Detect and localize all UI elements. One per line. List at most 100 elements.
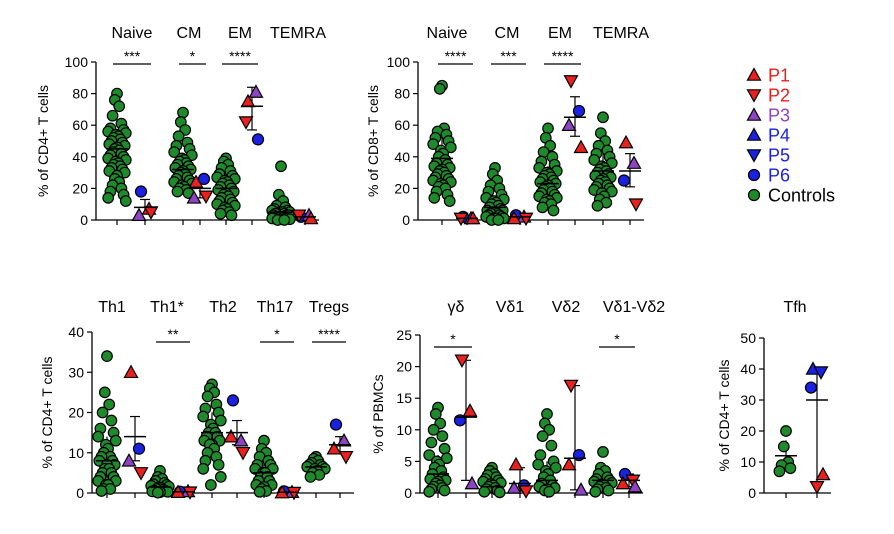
y-tick-label: 20 xyxy=(396,359,412,375)
y-tick-label: 60 xyxy=(394,117,410,133)
legend-item-controls: Controls xyxy=(746,184,886,205)
y-tick-label: 80 xyxy=(72,86,88,102)
patient-point-p3 xyxy=(131,207,147,222)
group-label: γδ xyxy=(448,299,465,316)
y-axis-label: % of CD8+ T cells xyxy=(365,85,381,197)
chart-cd4-helper: 0 10 20 30 40 % of CD4+ T cells Th1 Th1* ** Th2 Th… xyxy=(39,299,354,501)
control-point xyxy=(214,471,227,483)
control-point xyxy=(278,214,291,226)
patient-point-p3 xyxy=(627,478,643,493)
patient-point-p2 xyxy=(454,354,470,369)
control-point xyxy=(253,485,266,498)
y-tick-label: 100 xyxy=(65,54,89,70)
group-Th1*: Th1* ** xyxy=(145,299,198,500)
y-tick-label: 10 xyxy=(396,422,412,438)
patient-point-p2 xyxy=(809,481,825,495)
chart-cd4-subsets: 0 20 40 60 80 100 % of CD4+ T cells Naive *** CM *… xyxy=(35,25,326,228)
control-point xyxy=(536,201,549,214)
group-Th1: Th1 xyxy=(92,299,149,497)
y-tick-label: 10 xyxy=(740,454,756,470)
significance-label: **** xyxy=(318,326,340,342)
patient-point-p6 xyxy=(329,418,343,431)
y-axis-label: % of PBMCs xyxy=(370,374,386,453)
group-Naive: Naive **** xyxy=(427,25,481,227)
y-axis-label: % of CD4+ T cells xyxy=(35,85,51,197)
control-point xyxy=(438,442,451,455)
control-point xyxy=(436,430,449,442)
y-tick-label: 40 xyxy=(68,324,84,340)
y-tick-label: 0 xyxy=(76,485,84,501)
patient-point-p2 xyxy=(235,446,251,461)
patient-point-p2 xyxy=(563,75,579,89)
patient-point-p3 xyxy=(186,190,202,204)
significance-label: **** xyxy=(229,48,251,64)
control-point xyxy=(541,408,553,420)
control-point xyxy=(784,462,797,475)
group-label: Th1 xyxy=(98,299,126,316)
patient-point-p1 xyxy=(303,210,319,225)
y-tick-label: 80 xyxy=(394,86,410,102)
control-point xyxy=(113,100,126,113)
group-label: Th1* xyxy=(150,299,184,316)
y-tick-label: 0 xyxy=(402,212,410,228)
legend-item-p1: P1 xyxy=(746,64,886,85)
control-point xyxy=(201,390,214,403)
control-point xyxy=(773,465,786,478)
legend-item-p3: P3 xyxy=(746,104,886,126)
control-point xyxy=(597,111,609,124)
control-point xyxy=(171,185,184,198)
control-point xyxy=(96,406,109,419)
group-label: Th17 xyxy=(257,299,294,316)
control-point xyxy=(105,414,118,427)
group-label: TEMRA xyxy=(593,25,649,42)
group-tfh xyxy=(773,361,831,495)
control-point xyxy=(602,484,615,497)
control-point xyxy=(92,430,105,443)
patient-point-p6 xyxy=(572,104,586,118)
patient-point-p2 xyxy=(238,116,254,130)
chart-title: Tfh xyxy=(783,299,806,316)
control-point xyxy=(591,199,604,212)
group-CM: CM *** xyxy=(480,25,534,227)
group-label: Naive xyxy=(112,25,153,42)
control-point xyxy=(119,195,132,207)
group-Vδ1-Vδ2: Vδ1-Vδ2 * xyxy=(588,299,665,498)
significance-label: *** xyxy=(124,48,141,64)
patient-point-p3 xyxy=(233,432,249,447)
y-tick-label: 25 xyxy=(396,327,412,343)
group-label: Th2 xyxy=(209,299,237,316)
patient-point-p1 xyxy=(618,134,634,149)
legend-marker-shape xyxy=(746,107,762,122)
patient-point-p6 xyxy=(132,442,146,455)
y-tick-label: 10 xyxy=(68,445,84,461)
patient-point-p1 xyxy=(573,139,589,154)
patient-point-p2 xyxy=(518,485,534,499)
control-point xyxy=(304,471,317,483)
control-point xyxy=(427,423,440,436)
control-point xyxy=(438,484,451,497)
group-EM: EM **** xyxy=(211,25,265,222)
patient-point-p1 xyxy=(561,456,577,471)
group-EM: EM **** xyxy=(533,25,589,217)
y-axis-label: % of CD4+ T cells xyxy=(716,360,732,472)
legend-marker-p6 xyxy=(747,169,761,182)
control-point xyxy=(103,398,116,411)
legend-item-p2: P2 xyxy=(746,84,886,105)
control-point xyxy=(433,82,446,95)
patient-point-p5 xyxy=(813,366,829,380)
control-point xyxy=(589,485,602,498)
patient-point-p3 xyxy=(561,117,577,131)
patient-point-p2 xyxy=(628,198,644,212)
y-tick-label: 30 xyxy=(740,392,756,408)
control-point xyxy=(106,109,119,122)
control-point xyxy=(423,485,436,498)
chart-gd-subsets: 0 5 10 15 20 25 % of PBMCs γδ * Vδ1 Vδ2 Vδ1-Vδ2 * xyxy=(370,299,665,501)
y-tick-label: 30 xyxy=(68,364,84,380)
control-point xyxy=(423,449,436,461)
group-label: EM xyxy=(548,25,572,42)
legend-label-p3: P3 xyxy=(768,105,791,126)
y-tick-label: 40 xyxy=(394,149,410,165)
patient-point-p3 xyxy=(626,155,642,169)
control-point xyxy=(492,214,505,226)
patient-point-p1 xyxy=(815,466,831,481)
